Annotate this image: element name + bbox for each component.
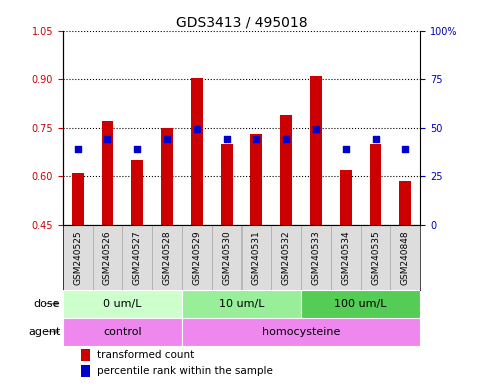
Text: control: control bbox=[103, 327, 142, 337]
Point bbox=[104, 136, 112, 142]
Bar bbox=[81, 365, 90, 377]
Bar bbox=[101, 121, 114, 225]
Bar bbox=[331, 225, 361, 290]
Text: GSM240532: GSM240532 bbox=[282, 230, 291, 285]
Point bbox=[163, 136, 171, 142]
Text: agent: agent bbox=[28, 327, 60, 337]
Point bbox=[282, 136, 290, 142]
Text: 10 um/L: 10 um/L bbox=[219, 299, 264, 309]
Bar bbox=[212, 225, 242, 290]
Bar bbox=[221, 144, 233, 225]
Bar bbox=[390, 225, 420, 290]
Point bbox=[372, 136, 380, 142]
Text: GSM240529: GSM240529 bbox=[192, 230, 201, 285]
Bar bbox=[301, 225, 331, 290]
Bar bbox=[161, 128, 173, 225]
Bar bbox=[242, 225, 271, 290]
Text: GSM240526: GSM240526 bbox=[103, 230, 112, 285]
Point bbox=[193, 126, 201, 132]
Bar bbox=[369, 144, 382, 225]
Bar bbox=[271, 225, 301, 290]
Bar bbox=[63, 318, 182, 346]
Bar bbox=[251, 134, 262, 225]
Point bbox=[401, 146, 409, 152]
Text: GSM240525: GSM240525 bbox=[73, 230, 82, 285]
Point bbox=[223, 136, 230, 142]
Bar bbox=[361, 225, 390, 290]
Point bbox=[342, 146, 350, 152]
Text: GSM240533: GSM240533 bbox=[312, 230, 320, 285]
Bar bbox=[182, 225, 212, 290]
Bar bbox=[182, 290, 301, 318]
Bar bbox=[280, 115, 292, 225]
Text: GSM240535: GSM240535 bbox=[371, 230, 380, 285]
Bar bbox=[131, 160, 143, 225]
Text: GSM240530: GSM240530 bbox=[222, 230, 231, 285]
Point bbox=[74, 146, 82, 152]
Bar bbox=[310, 76, 322, 225]
Text: transformed count: transformed count bbox=[97, 350, 194, 360]
Bar bbox=[63, 290, 182, 318]
Text: GSM240534: GSM240534 bbox=[341, 230, 350, 285]
Bar bbox=[93, 225, 122, 290]
Point bbox=[253, 136, 260, 142]
Text: GSM240527: GSM240527 bbox=[133, 230, 142, 285]
Bar bbox=[122, 225, 152, 290]
Bar bbox=[301, 290, 420, 318]
Text: GSM240848: GSM240848 bbox=[401, 230, 410, 285]
Bar bbox=[340, 170, 352, 225]
Text: GSM240531: GSM240531 bbox=[252, 230, 261, 285]
Bar bbox=[191, 78, 203, 225]
Bar bbox=[72, 173, 84, 225]
Bar bbox=[182, 318, 420, 346]
Point bbox=[312, 126, 320, 132]
Text: percentile rank within the sample: percentile rank within the sample bbox=[97, 366, 272, 376]
Text: 0 um/L: 0 um/L bbox=[103, 299, 142, 309]
Bar bbox=[152, 225, 182, 290]
Text: 100 um/L: 100 um/L bbox=[334, 299, 387, 309]
Point bbox=[133, 146, 141, 152]
Bar bbox=[399, 181, 412, 225]
Bar bbox=[81, 349, 90, 361]
Bar bbox=[63, 225, 93, 290]
Text: homocysteine: homocysteine bbox=[262, 327, 340, 337]
Text: dose: dose bbox=[34, 299, 60, 309]
Text: GSM240528: GSM240528 bbox=[163, 230, 171, 285]
Title: GDS3413 / 495018: GDS3413 / 495018 bbox=[176, 16, 307, 30]
